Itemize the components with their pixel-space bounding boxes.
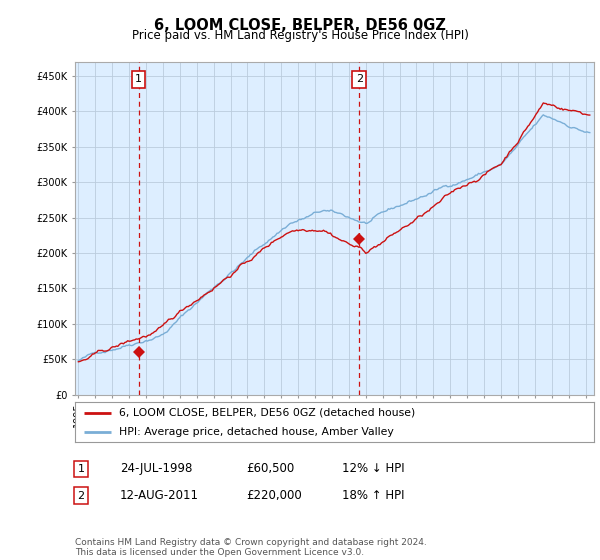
Text: Price paid vs. HM Land Registry's House Price Index (HPI): Price paid vs. HM Land Registry's House … [131, 29, 469, 42]
Text: 1: 1 [77, 464, 85, 474]
Text: £220,000: £220,000 [246, 489, 302, 502]
Text: £60,500: £60,500 [246, 462, 294, 475]
Text: 6, LOOM CLOSE, BELPER, DE56 0GZ: 6, LOOM CLOSE, BELPER, DE56 0GZ [154, 18, 446, 33]
Text: HPI: Average price, detached house, Amber Valley: HPI: Average price, detached house, Ambe… [119, 427, 394, 436]
Text: 2: 2 [356, 74, 363, 85]
Text: Contains HM Land Registry data © Crown copyright and database right 2024.
This d: Contains HM Land Registry data © Crown c… [75, 538, 427, 557]
Text: 12-AUG-2011: 12-AUG-2011 [120, 489, 199, 502]
Text: 1: 1 [135, 74, 142, 85]
Text: 6, LOOM CLOSE, BELPER, DE56 0GZ (detached house): 6, LOOM CLOSE, BELPER, DE56 0GZ (detache… [119, 408, 415, 418]
Text: 12% ↓ HPI: 12% ↓ HPI [342, 462, 404, 475]
Text: 24-JUL-1998: 24-JUL-1998 [120, 462, 193, 475]
Text: 2: 2 [77, 491, 85, 501]
Text: 18% ↑ HPI: 18% ↑ HPI [342, 489, 404, 502]
